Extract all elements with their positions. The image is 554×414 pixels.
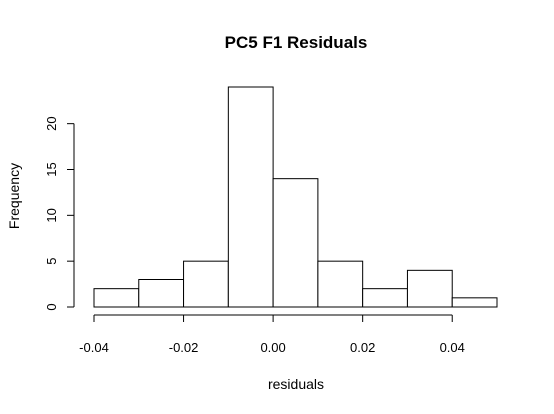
y-tick-label: 15 [44, 162, 59, 176]
histogram-bar [138, 279, 185, 308]
x-tick-label: -0.02 [169, 340, 199, 355]
bars-group [93, 86, 498, 308]
histogram-bar [362, 288, 408, 308]
x-axis: -0.04 -0.02 0.00 0.02 0.04 [79, 314, 465, 355]
histogram-bar [272, 178, 319, 308]
histogram-bar [183, 260, 229, 308]
x-axis-title: residuals [268, 376, 324, 392]
y-axis: 0 5 10 15 20 [44, 116, 75, 311]
y-tick-label: 20 [44, 116, 59, 130]
y-tick-label: 5 [44, 258, 59, 265]
y-axis-title: Frequency [6, 163, 22, 229]
x-tick-label: 0.04 [440, 340, 465, 355]
x-tick-label: -0.04 [79, 340, 109, 355]
chart-title: PC5 F1 Residuals [225, 33, 368, 52]
histogram-bar [451, 297, 498, 308]
x-tick-label: 0.00 [260, 340, 285, 355]
y-tick-label: 0 [44, 303, 59, 310]
y-tick-label: 10 [44, 208, 59, 222]
histogram-bar [317, 260, 364, 308]
histogram-bar [93, 288, 140, 308]
histogram-bar [406, 269, 453, 308]
x-tick-label: 0.02 [350, 340, 375, 355]
histogram-bar [227, 86, 274, 308]
